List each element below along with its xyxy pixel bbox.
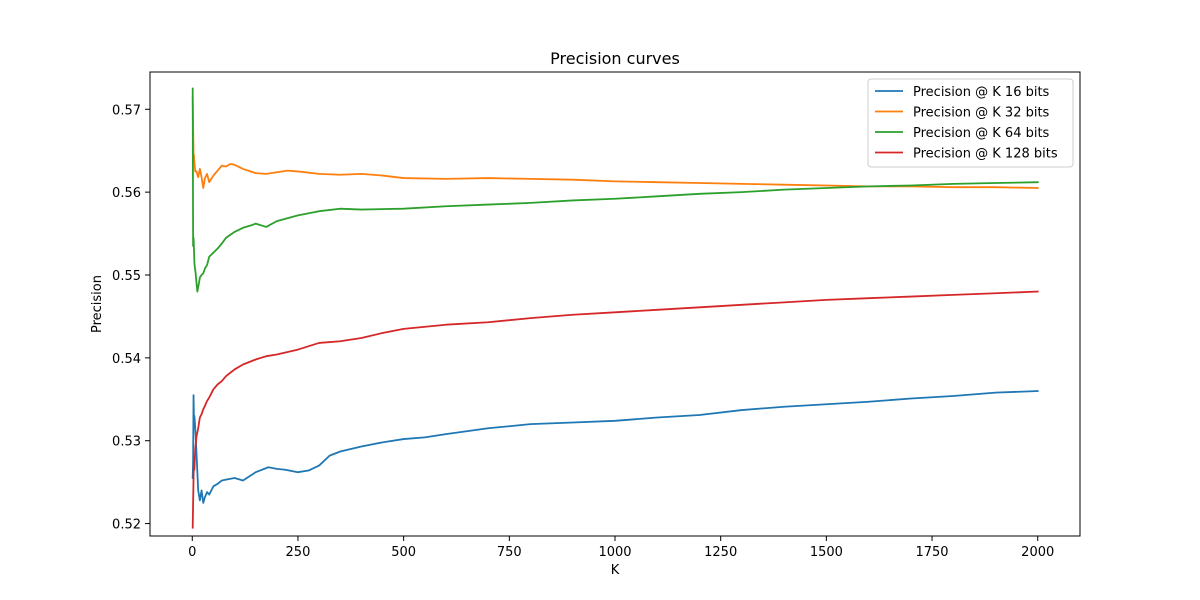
y-tick-label-5: 0.57 xyxy=(112,103,141,118)
x-axis-label: K xyxy=(611,563,620,578)
series-line-0 xyxy=(191,390,1039,504)
series-line-1 xyxy=(191,95,1039,189)
series-layer xyxy=(191,87,1039,529)
series-line-3 xyxy=(191,290,1039,529)
legend-label-0: Precision @ K 16 bits xyxy=(913,85,1050,100)
y-tick-label-0: 0.52 xyxy=(112,518,141,533)
x-tick-label-3: 750 xyxy=(497,545,522,560)
x-axis-ticks: 0 250 500 750 1000 1250 1500 1750 2000 xyxy=(188,536,1054,560)
legend-label-1: Precision @ K 32 bits xyxy=(913,106,1050,121)
y-tick-label-2: 0.54 xyxy=(112,352,141,367)
x-tick-label-6: 1500 xyxy=(810,545,843,560)
y-tick-label-3: 0.55 xyxy=(112,269,141,284)
x-tick-label-8: 2000 xyxy=(1021,545,1054,560)
legend-label-3: Precision @ K 128 bits xyxy=(913,147,1058,162)
chart-title: Precision curves xyxy=(550,49,680,68)
y-tick-label-4: 0.56 xyxy=(112,186,141,201)
y-axis-ticks: 0.52 0.53 0.54 0.55 0.56 0.57 xyxy=(112,103,150,533)
legend-box xyxy=(867,78,1074,168)
x-tick-label-5: 1250 xyxy=(704,545,737,560)
legend-label-2: Precision @ K 64 bits xyxy=(913,126,1050,141)
x-tick-label-1: 250 xyxy=(286,545,311,560)
y-tick-label-1: 0.53 xyxy=(112,435,141,450)
y-axis-label: Precision xyxy=(90,275,105,333)
x-tick-label-4: 1000 xyxy=(598,545,631,560)
x-tick-label-0: 0 xyxy=(188,545,196,560)
legend: Precision @ K 16 bits Precision @ K 32 bi… xyxy=(867,78,1074,168)
x-tick-label-7: 1750 xyxy=(915,545,948,560)
x-tick-label-2: 500 xyxy=(391,545,416,560)
series-line-2 xyxy=(191,87,1039,293)
